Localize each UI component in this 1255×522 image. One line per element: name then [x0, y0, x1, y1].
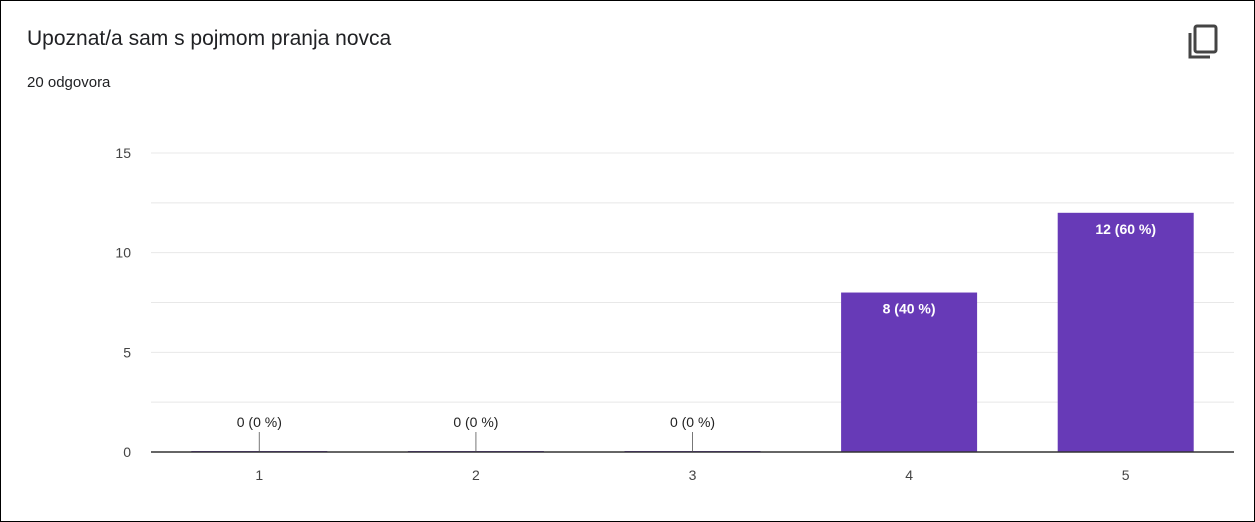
bar [1057, 212, 1194, 452]
y-tick-label: 5 [123, 344, 131, 360]
x-tick-label: 3 [689, 467, 697, 483]
response-count: 20 odgovora [27, 74, 111, 91]
data-label: 0 (0 %) [453, 414, 498, 430]
x-tick-label: 5 [1122, 467, 1130, 483]
y-tick-label: 15 [115, 145, 131, 161]
data-label: 0 (0 %) [237, 414, 282, 430]
data-label: 8 (40 %) [883, 301, 936, 317]
data-label: 0 (0 %) [670, 414, 715, 430]
bar [841, 292, 978, 452]
copy-icon [1188, 24, 1218, 59]
x-tick-label: 1 [255, 467, 263, 483]
x-tick-label: 2 [472, 467, 480, 483]
data-label: 12 (60 %) [1095, 221, 1156, 237]
x-tick-label: 4 [905, 467, 913, 483]
chart-title: Upoznat/a sam s pojmom pranja novca [27, 27, 392, 50]
y-tick-label: 10 [115, 245, 131, 261]
copy-chart-button[interactable] [1181, 21, 1223, 63]
y-tick-label: 0 [123, 444, 131, 460]
